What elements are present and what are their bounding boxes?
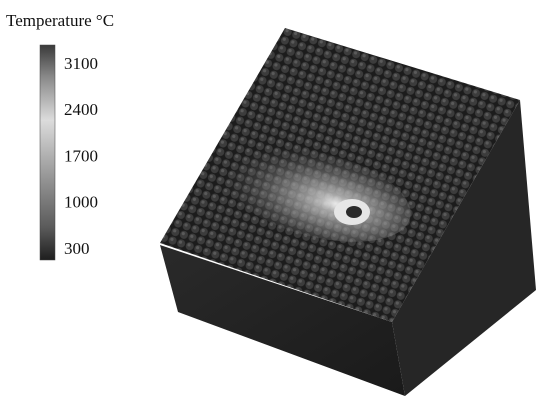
colorbar-tick-label: 3100: [64, 54, 98, 73]
colorbar-title: Temperature °C: [6, 11, 114, 30]
melt-pool-core: [346, 206, 362, 218]
colorbar: [40, 45, 55, 260]
colorbar-tick-label: 2400: [64, 100, 98, 119]
figure: Temperature °C 3100 2400 1700 1000 300: [0, 0, 537, 399]
colorbar-tick-label: 1700: [64, 146, 98, 165]
colorbar-tick-label: 1000: [64, 193, 98, 212]
colorbar-tick-label: 300: [64, 239, 90, 258]
block: [160, 28, 536, 396]
